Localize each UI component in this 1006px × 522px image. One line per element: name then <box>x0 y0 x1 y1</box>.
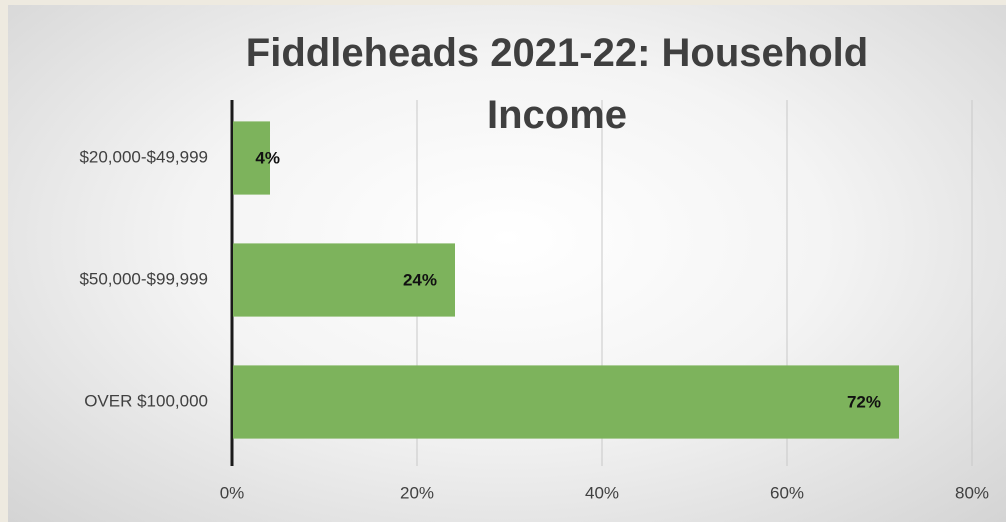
x-tick-label: 80% <box>955 483 989 502</box>
bar <box>233 243 455 317</box>
x-tick-label: 40% <box>585 483 619 502</box>
bar <box>233 365 899 439</box>
bar <box>233 121 270 195</box>
y-tick-label: $20,000-$49,999 <box>79 147 208 166</box>
data-label: 72% <box>847 392 881 411</box>
x-tick-label: 60% <box>770 483 804 502</box>
chart-title: Fiddleheads 2021-22: Household Income <box>245 31 869 137</box>
data-label: 4% <box>255 148 280 167</box>
y-tick-label: $50,000-$99,999 <box>79 269 208 288</box>
y-tick-label: OVER $100,000 <box>84 391 208 410</box>
x-tick-label: 20% <box>400 483 434 502</box>
x-tick-label: 0% <box>220 483 245 502</box>
data-label: 24% <box>403 270 437 289</box>
